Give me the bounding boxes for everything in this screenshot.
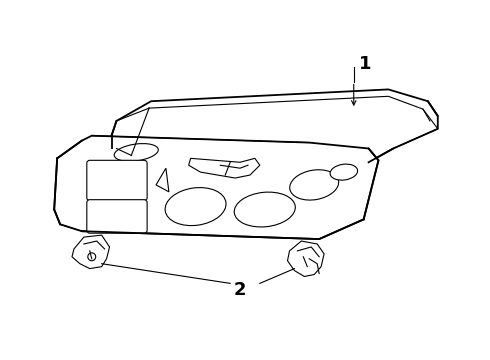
Ellipse shape bbox=[165, 188, 226, 226]
Polygon shape bbox=[54, 136, 378, 239]
Polygon shape bbox=[189, 158, 260, 178]
Ellipse shape bbox=[330, 164, 358, 180]
Text: 2: 2 bbox=[234, 281, 246, 299]
Polygon shape bbox=[72, 235, 110, 269]
Ellipse shape bbox=[234, 192, 295, 227]
Ellipse shape bbox=[114, 144, 158, 161]
Polygon shape bbox=[288, 241, 324, 276]
Polygon shape bbox=[156, 168, 169, 192]
FancyBboxPatch shape bbox=[87, 200, 147, 233]
Ellipse shape bbox=[290, 170, 339, 200]
Circle shape bbox=[88, 253, 96, 261]
Text: 1: 1 bbox=[359, 55, 371, 73]
Polygon shape bbox=[112, 89, 438, 162]
FancyBboxPatch shape bbox=[87, 160, 147, 201]
